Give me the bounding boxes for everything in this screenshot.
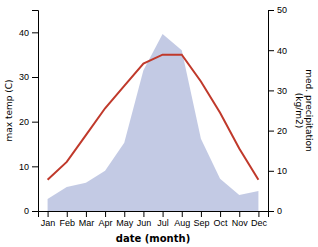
tick: Jul (157, 211, 169, 228)
tick: Oct (214, 211, 229, 228)
tick-label: 50 (277, 5, 287, 15)
tick: 10 (19, 162, 38, 172)
tick-mark (105, 211, 106, 217)
tick-label: Feb (59, 218, 75, 228)
tick-mark (201, 211, 202, 217)
tick-label: Jul (157, 218, 169, 228)
tick-mark (220, 211, 221, 217)
tick-mark (268, 90, 274, 91)
tick-mark (32, 122, 38, 123)
axis-line (269, 11, 275, 212)
tick: 20 (268, 126, 287, 136)
tick: Dec (251, 211, 268, 228)
tick-mark (163, 211, 164, 217)
tick-label: Nov (232, 218, 249, 228)
tick-mark (143, 211, 144, 217)
tick-mark (268, 211, 274, 212)
tick-label: Mar (79, 218, 95, 228)
tick-mark (268, 10, 274, 11)
tick-label: 20 (277, 126, 287, 136)
tick-mark (32, 166, 38, 167)
tick-label: Apr (99, 218, 113, 228)
tick-mark (182, 211, 183, 217)
tick-label: May (116, 218, 134, 228)
tick-label: Oct (214, 218, 229, 228)
tick: 20 (19, 117, 38, 127)
tick: Aug (174, 211, 190, 228)
tick-mark (48, 211, 49, 217)
tick: 40 (268, 46, 287, 56)
tick: 10 (268, 166, 287, 176)
y2-axis-title: med. precipitation(kg/m2) (294, 69, 314, 151)
axis-line (32, 11, 39, 212)
y-axis-title: max temp (C) (4, 79, 14, 141)
tick-mark (67, 211, 68, 217)
tick-label: 40 (277, 46, 287, 56)
tick: Sep (193, 211, 209, 228)
axis-line (39, 212, 269, 218)
tick: Feb (59, 211, 75, 228)
tick-label: 10 (277, 166, 287, 176)
tick-label: 40 (19, 28, 29, 38)
tick-label: 30 (19, 72, 29, 82)
tick-label: Sep (193, 218, 209, 228)
tick-label: 20 (19, 117, 29, 127)
tick-mark (268, 131, 274, 132)
x-axis: JanFeb Mar AprMayJun Jul AugSep OctNovDec (39, 211, 269, 228)
tick: Mar (79, 211, 95, 228)
tick: May (116, 211, 134, 228)
tick: 50 (268, 5, 287, 15)
line (48, 55, 259, 180)
tick: Jun (137, 211, 152, 228)
x-axis-title: date (month) (116, 233, 190, 244)
tick-mark (239, 211, 240, 217)
tick: 0 (24, 206, 38, 216)
y2-axis: 0 10 20 30 40 50 (268, 5, 287, 216)
tick-label: 30 (277, 86, 287, 96)
tick: 30 (19, 72, 38, 82)
tick: 0 (268, 206, 282, 216)
plot: JanFeb Mar AprMayJun Jul AugSep OctNovDec 0 10 2… (19, 5, 287, 228)
marks (48, 34, 259, 211)
tick: Jan (41, 211, 56, 228)
chart: JanFeb Mar AprMayJun Jul AugSep OctNovDec 0 10 2… (0, 0, 318, 247)
tick-mark (32, 77, 38, 78)
tick-mark (258, 211, 259, 217)
tick-label: Jan (41, 218, 56, 228)
tick-mark (268, 50, 274, 51)
area (48, 34, 259, 211)
tick-label: 0 (277, 206, 282, 216)
tick-label: Aug (174, 218, 190, 228)
tick-mark (268, 171, 274, 172)
tick-mark (32, 211, 38, 212)
tick-label: Jun (137, 218, 152, 228)
tick-label: Dec (251, 218, 268, 228)
tick-label: 10 (19, 162, 29, 172)
tick-mark (124, 211, 125, 217)
y-axis: 0 10 20 30 40 (19, 11, 39, 217)
tick: Apr (99, 211, 113, 228)
tick: 40 (19, 28, 38, 38)
tick-mark (32, 32, 38, 33)
tick-mark (86, 211, 87, 217)
tick: Nov (232, 211, 249, 228)
tick-label: 0 (24, 206, 29, 216)
tick: 30 (268, 86, 287, 96)
